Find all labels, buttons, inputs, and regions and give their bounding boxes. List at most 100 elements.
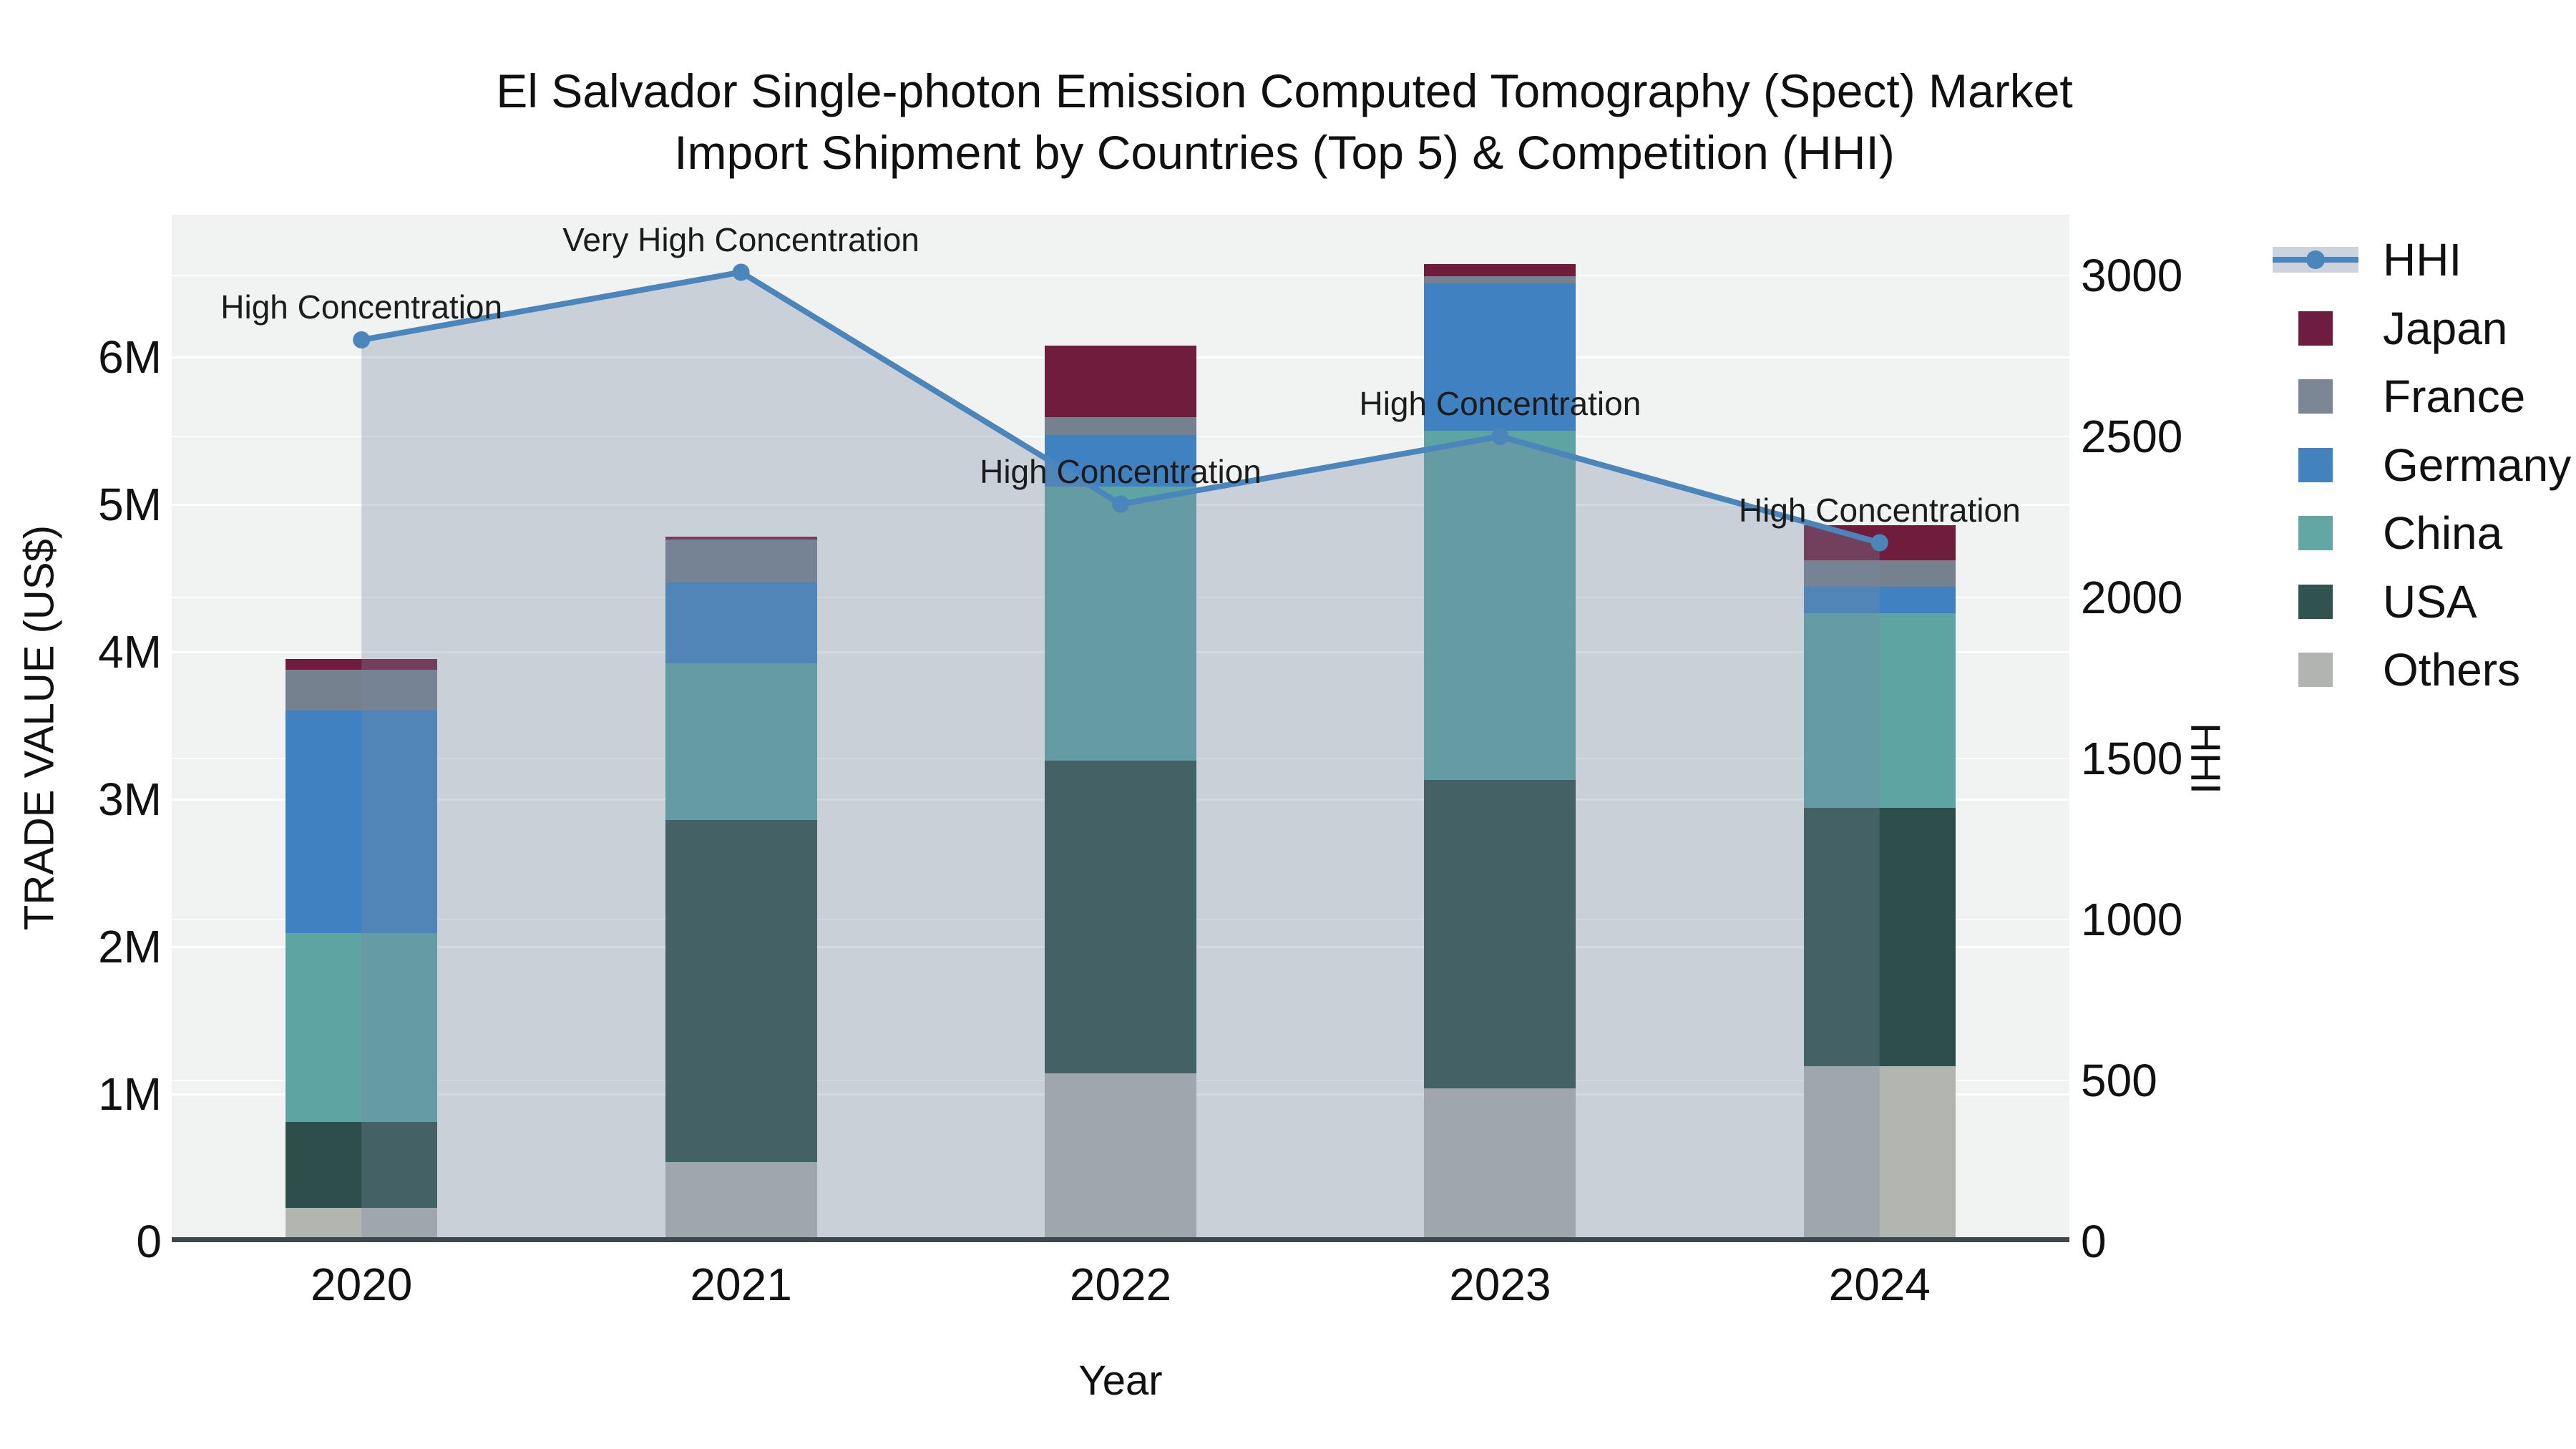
y-tick-5M: 5M bbox=[98, 479, 162, 530]
legend-swatch-japan bbox=[2273, 311, 2358, 346]
legend-item-usa[interactable]: USA bbox=[2273, 575, 2477, 628]
gridline-hhi-3000 bbox=[172, 275, 2069, 276]
y2-axis-title: HHI bbox=[2182, 723, 2229, 794]
bar-segment-japan-2021[interactable] bbox=[665, 537, 817, 540]
hhi-marker-swatch bbox=[2306, 250, 2325, 269]
legend-label-france: France bbox=[2383, 371, 2526, 422]
legend-label-china: China bbox=[2383, 507, 2503, 559]
hhi-fill-swatch bbox=[2273, 247, 2358, 273]
y2-tick-500: 500 bbox=[2081, 1055, 2157, 1106]
annotation-2020: High Concentration bbox=[220, 288, 503, 326]
bar-2023[interactable] bbox=[1424, 215, 1576, 1241]
hhi-marker-2024[interactable] bbox=[1870, 534, 1888, 552]
legend-swatch-others bbox=[2273, 653, 2358, 687]
hhi-area-fill bbox=[361, 272, 1880, 1241]
x-tick-2020: 2020 bbox=[311, 1259, 413, 1310]
bar-segment-china-2023[interactable] bbox=[1424, 431, 1576, 781]
bar-segment-china-2024[interactable] bbox=[1803, 613, 1956, 809]
bar-segment-france-2020[interactable] bbox=[286, 669, 438, 711]
bar-segment-france-2021[interactable] bbox=[665, 540, 817, 583]
y-axis-title: TRADE VALUE (US$) bbox=[16, 525, 63, 931]
bar-2024[interactable] bbox=[1803, 215, 1956, 1241]
x-tick-2021: 2021 bbox=[690, 1259, 792, 1310]
bar-segment-others-2020[interactable] bbox=[286, 1207, 438, 1241]
legend-label-hhi: HHI bbox=[2383, 234, 2462, 286]
legend-label-usa: USA bbox=[2383, 575, 2477, 628]
y2-tick-1000: 1000 bbox=[2081, 894, 2183, 945]
legend-item-germany[interactable]: Germany bbox=[2273, 439, 2572, 491]
bar-segment-japan-2020[interactable] bbox=[286, 659, 438, 670]
chart-title-line2: Import Shipment by Countries (Top 5) & C… bbox=[674, 126, 1895, 179]
plot-area bbox=[172, 215, 2069, 1241]
bar-2021[interactable] bbox=[665, 215, 817, 1241]
bar-segment-usa-2024[interactable] bbox=[1803, 808, 1956, 1066]
germany-color-swatch bbox=[2298, 447, 2333, 482]
y-tick-0: 0 bbox=[136, 1216, 162, 1267]
bar-segment-france-2023[interactable] bbox=[1424, 275, 1576, 283]
x-axis-line bbox=[172, 1237, 2069, 1242]
bar-segment-japan-2022[interactable] bbox=[1045, 345, 1196, 418]
bar-segment-germany-2023[interactable] bbox=[1424, 283, 1576, 431]
hhi-marker-2020[interactable] bbox=[353, 331, 371, 348]
china-color-swatch bbox=[2298, 516, 2333, 550]
y2-tick-1500: 1500 bbox=[2081, 733, 2183, 784]
y2-tick-2000: 2000 bbox=[2081, 572, 2183, 623]
y2-tick-0: 0 bbox=[2081, 1216, 2107, 1267]
legend-item-others[interactable]: Others bbox=[2273, 644, 2521, 696]
legend-swatch-china bbox=[2273, 516, 2358, 550]
y-tick-3M: 3M bbox=[98, 774, 162, 825]
bar-segment-china-2020[interactable] bbox=[286, 933, 438, 1123]
x-tick-2023: 2023 bbox=[1449, 1259, 1551, 1310]
legend-line-sample bbox=[2273, 247, 2358, 273]
y-tick-6M: 6M bbox=[98, 331, 162, 383]
bar-2020[interactable] bbox=[286, 215, 438, 1241]
bar-segment-others-2022[interactable] bbox=[1045, 1073, 1196, 1241]
y2-tick-2500: 2500 bbox=[2081, 411, 2183, 462]
y-tick-2M: 2M bbox=[98, 921, 162, 972]
x-tick-2024: 2024 bbox=[1828, 1259, 1931, 1310]
bar-segment-china-2021[interactable] bbox=[665, 663, 817, 820]
legend-label-others: Others bbox=[2383, 644, 2521, 696]
bar-segment-france-2022[interactable] bbox=[1045, 417, 1196, 436]
legend-swatch-usa bbox=[2273, 584, 2358, 619]
bar-segment-germany-2024[interactable] bbox=[1803, 587, 1956, 614]
y2-tick-3000: 3000 bbox=[2081, 250, 2183, 301]
legend-item-china[interactable]: China bbox=[2273, 507, 2503, 559]
legend-label-germany: Germany bbox=[2383, 439, 2572, 491]
legend-label-japan: Japan bbox=[2383, 302, 2508, 354]
x-axis-title: Year bbox=[1078, 1357, 1163, 1404]
japan-color-swatch bbox=[2298, 311, 2333, 346]
bar-segment-japan-2023[interactable] bbox=[1424, 264, 1576, 276]
bar-segment-germany-2021[interactable] bbox=[665, 582, 817, 664]
bar-segment-usa-2020[interactable] bbox=[286, 1122, 438, 1208]
bar-segment-usa-2023[interactable] bbox=[1424, 780, 1576, 1088]
bar-segment-others-2021[interactable] bbox=[665, 1161, 817, 1241]
annotation-2024: High Concentration bbox=[1738, 491, 2021, 529]
bar-segment-france-2024[interactable] bbox=[1803, 560, 1956, 587]
x-tick-2022: 2022 bbox=[1069, 1259, 1172, 1310]
usa-color-swatch bbox=[2298, 584, 2333, 619]
bar-segment-others-2024[interactable] bbox=[1803, 1065, 1956, 1241]
hhi-marker-2023[interactable] bbox=[1491, 428, 1509, 445]
bar-segment-china-2022[interactable] bbox=[1045, 487, 1196, 761]
legend-item-france[interactable]: France bbox=[2273, 371, 2526, 422]
legend-item-japan[interactable]: Japan bbox=[2273, 302, 2508, 354]
hhi-overlay bbox=[353, 263, 1888, 1241]
france-color-swatch bbox=[2298, 379, 2333, 414]
hhi-marker-2022[interactable] bbox=[1112, 495, 1129, 513]
legend-swatch-france bbox=[2273, 379, 2358, 414]
hhi-marker-2021[interactable] bbox=[732, 263, 750, 281]
legend-swatch-germany bbox=[2273, 447, 2358, 482]
bar-segment-germany-2022[interactable] bbox=[1045, 435, 1196, 487]
legend-item-hhi[interactable]: HHI bbox=[2273, 234, 2462, 286]
annotation-2023: High Concentration bbox=[1359, 385, 1641, 422]
chart-title-line1: El Salvador Single-photon Emission Compu… bbox=[496, 64, 2073, 117]
y-tick-1M: 1M bbox=[98, 1068, 162, 1120]
others-color-swatch bbox=[2298, 653, 2333, 687]
bar-segment-usa-2021[interactable] bbox=[665, 819, 817, 1162]
bar-2022[interactable] bbox=[1045, 215, 1196, 1241]
bar-segment-others-2023[interactable] bbox=[1424, 1088, 1576, 1241]
bar-segment-germany-2020[interactable] bbox=[286, 711, 438, 934]
bar-segment-usa-2022[interactable] bbox=[1045, 761, 1196, 1074]
